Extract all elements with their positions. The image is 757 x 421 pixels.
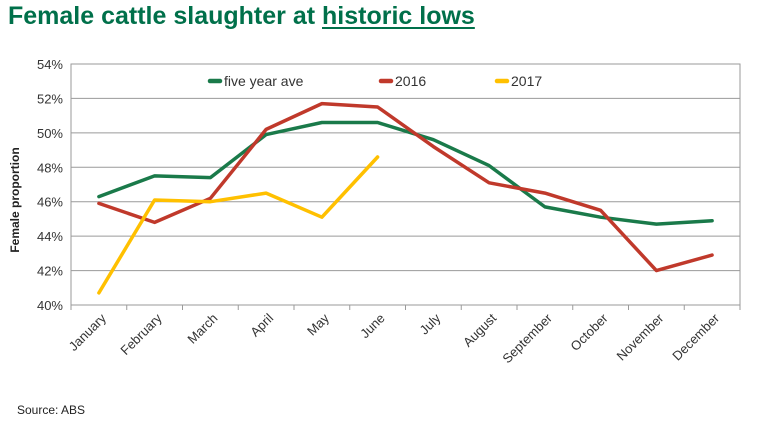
source-note: Source: ABS [17, 403, 86, 417]
y-tick-label: 42% [37, 264, 63, 279]
title-highlight: historic lows [322, 2, 475, 30]
x-tick-label: October [567, 310, 611, 354]
series-lines [97, 101, 714, 295]
x-axis-ticks: January February March April May June July Augu… [66, 305, 741, 366]
x-tick-label: November [613, 310, 666, 363]
y-tick-label: 54% [37, 57, 63, 72]
y-tick-label: 52% [37, 91, 63, 106]
legend-label: 2016 [395, 73, 426, 89]
series-line-five-year-ave [97, 120, 714, 226]
x-tick-label: September [499, 310, 555, 366]
legend-label: five year ave [224, 73, 304, 89]
x-tick-label: December [669, 310, 722, 363]
title-text: Female cattle slaughter at [8, 2, 323, 30]
x-tick-label: August [460, 310, 499, 349]
x-tick-label: June [357, 311, 388, 342]
x-tick-label: March [184, 311, 220, 347]
y-tick-label: 44% [37, 229, 63, 244]
x-tick-label: January [66, 310, 110, 354]
y-tick-label: 46% [37, 195, 63, 210]
x-tick-label: July [417, 310, 444, 337]
plot-frame [70, 63, 741, 306]
y-axis-label: Female proportion [8, 147, 22, 252]
y-tick-label: 48% [37, 160, 63, 175]
x-tick-label: February [117, 310, 165, 358]
series-line-2016 [97, 101, 714, 273]
y-axis-ticks: 40% 42% 44% 46% 48% 50% 52% 54% [37, 57, 63, 313]
legend: five year ave 2016 2017 [207, 73, 542, 89]
gridlines [70, 63, 741, 306]
x-tick-label: May [304, 310, 332, 338]
x-tick-label: April [247, 310, 276, 339]
legend-label: 2017 [511, 73, 542, 89]
y-tick-label: 40% [37, 298, 63, 313]
chart-title: Female cattle slaughter at historic lows [8, 2, 475, 31]
y-tick-label: 50% [37, 126, 63, 141]
series-line-2017 [97, 155, 380, 295]
